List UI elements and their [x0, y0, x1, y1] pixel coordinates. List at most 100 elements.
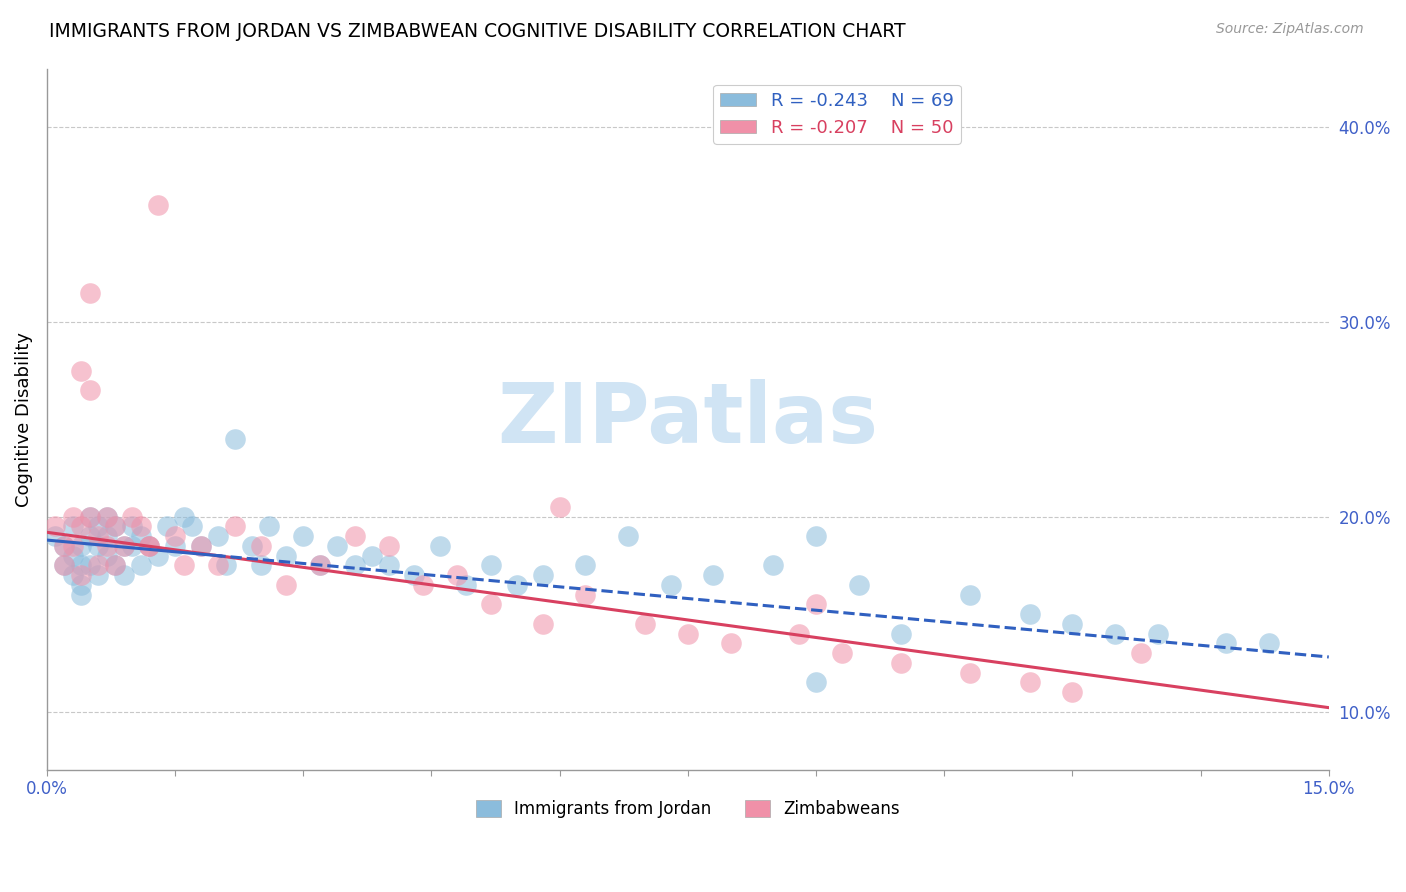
Point — [62, 509, 84, 524]
Y-axis label: Cognitive Disability: Cognitive Disability — [15, 332, 32, 507]
Point — [79, 558, 101, 573]
Point — [804, 529, 827, 543]
Point — [377, 539, 399, 553]
Point — [70, 578, 93, 592]
Point — [96, 529, 118, 543]
Point — [129, 519, 152, 533]
Point — [53, 539, 76, 553]
Point — [138, 539, 160, 553]
Point — [96, 509, 118, 524]
Point — [53, 539, 76, 553]
Point — [292, 529, 315, 543]
Point — [138, 539, 160, 553]
Point — [121, 539, 143, 553]
Point — [104, 558, 127, 573]
Point — [112, 568, 135, 582]
Point — [479, 558, 502, 573]
Point — [574, 558, 596, 573]
Point — [146, 198, 169, 212]
Point — [79, 383, 101, 397]
Point — [70, 363, 93, 377]
Point — [129, 558, 152, 573]
Point — [79, 509, 101, 524]
Point — [1018, 607, 1040, 621]
Point — [702, 568, 724, 582]
Point — [173, 509, 195, 524]
Point — [890, 626, 912, 640]
Point — [190, 539, 212, 553]
Point — [890, 656, 912, 670]
Point — [104, 558, 127, 573]
Point — [104, 519, 127, 533]
Point — [62, 549, 84, 563]
Text: Source: ZipAtlas.com: Source: ZipAtlas.com — [1216, 22, 1364, 37]
Point — [531, 616, 554, 631]
Point — [44, 529, 66, 543]
Point — [454, 578, 477, 592]
Point — [112, 539, 135, 553]
Point — [62, 519, 84, 533]
Point — [79, 529, 101, 543]
Point — [87, 519, 110, 533]
Point — [1129, 646, 1152, 660]
Point — [165, 529, 187, 543]
Point — [506, 578, 529, 592]
Point — [1104, 626, 1126, 640]
Point — [79, 509, 101, 524]
Point — [87, 568, 110, 582]
Point — [446, 568, 468, 582]
Point — [215, 558, 238, 573]
Point — [309, 558, 332, 573]
Point — [121, 509, 143, 524]
Point — [249, 539, 271, 553]
Point — [165, 539, 187, 553]
Point — [240, 539, 263, 553]
Point — [1018, 675, 1040, 690]
Point — [62, 568, 84, 582]
Point — [326, 539, 349, 553]
Point — [104, 519, 127, 533]
Point — [343, 529, 366, 543]
Point — [804, 675, 827, 690]
Point — [479, 598, 502, 612]
Point — [249, 558, 271, 573]
Point — [787, 626, 810, 640]
Point — [404, 568, 426, 582]
Point — [96, 509, 118, 524]
Point — [112, 539, 135, 553]
Point — [634, 616, 657, 631]
Point — [377, 558, 399, 573]
Point — [79, 285, 101, 300]
Point — [87, 539, 110, 553]
Point — [531, 568, 554, 582]
Point — [848, 578, 870, 592]
Point — [831, 646, 853, 660]
Point — [1258, 636, 1281, 650]
Point — [762, 558, 785, 573]
Point — [207, 529, 229, 543]
Point — [224, 432, 246, 446]
Point — [276, 578, 298, 592]
Point — [412, 578, 434, 592]
Point — [87, 558, 110, 573]
Point — [70, 588, 93, 602]
Point — [617, 529, 640, 543]
Point — [96, 549, 118, 563]
Point — [1062, 685, 1084, 699]
Point — [138, 539, 160, 553]
Point — [343, 558, 366, 573]
Point — [959, 665, 981, 680]
Point — [155, 519, 177, 533]
Point — [659, 578, 682, 592]
Point — [87, 529, 110, 543]
Point — [676, 626, 699, 640]
Point — [1215, 636, 1237, 650]
Point — [181, 519, 204, 533]
Point — [1062, 616, 1084, 631]
Point — [70, 568, 93, 582]
Point — [129, 529, 152, 543]
Point — [548, 500, 571, 514]
Point — [173, 558, 195, 573]
Point — [1147, 626, 1170, 640]
Text: ZIPatlas: ZIPatlas — [498, 379, 879, 459]
